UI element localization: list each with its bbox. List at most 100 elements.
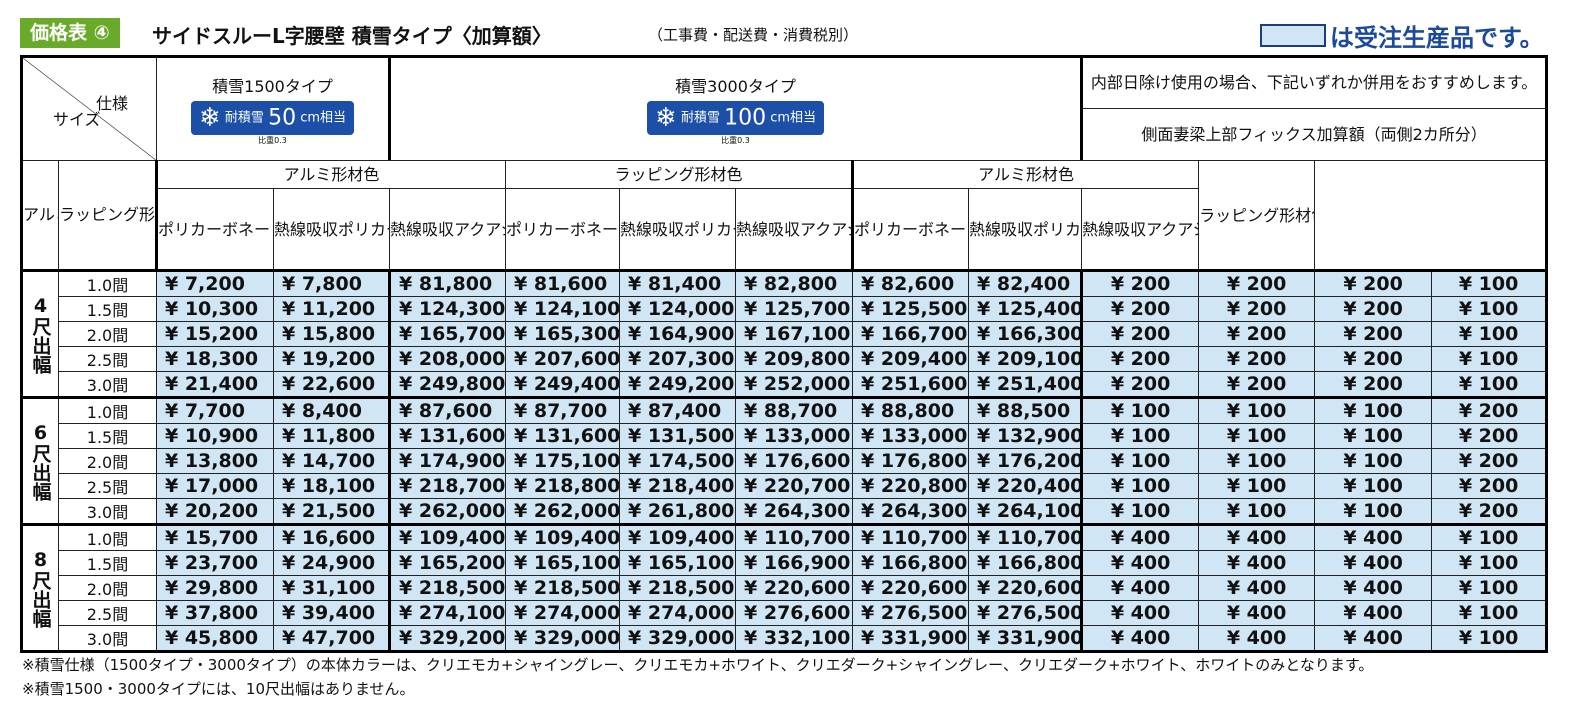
price-cell: ¥ 100 xyxy=(1431,625,1548,652)
price-cell: ¥ 400 xyxy=(1198,600,1316,626)
price-cell: ¥ 261,800 xyxy=(619,498,737,525)
price-cell: ¥ 100 xyxy=(1431,600,1548,626)
price-cell: ¥ 174,900 xyxy=(389,448,507,474)
size-label: 1.5間 xyxy=(58,423,157,449)
price-cell: ¥ 220,800 xyxy=(852,473,970,499)
price-cell: ¥ 251,400 xyxy=(968,371,1084,398)
price-cell: ¥ 331,900 xyxy=(968,625,1084,652)
price-cell: ¥ 39,400 xyxy=(272,600,392,626)
price-cell: ¥ 110,700 xyxy=(852,523,970,551)
col-heat-absorb: 熱線吸収ポリカーボネート使用 xyxy=(619,188,737,271)
snow1500-title: 積雪1500タイプ xyxy=(212,76,333,96)
price-cell: ¥ 276,500 xyxy=(968,600,1084,626)
price-cell: ¥ 200 xyxy=(1198,321,1316,347)
table-row: 1.5間 ¥ 23,700 ¥ 24,900 ¥ 165,200 ¥ 165,100 ¥ … xyxy=(22,550,1548,576)
price-cell: ¥ 15,200 xyxy=(156,321,274,347)
price-cell: ¥ 207,600 xyxy=(505,346,621,372)
price-cell: ¥ 400 xyxy=(1081,523,1200,551)
table-row: 2.5間 ¥ 18,300 ¥ 19,200 ¥ 208,000 ¥ 207,600 ¥ … xyxy=(22,346,1548,372)
price-cell: ¥ 276,500 xyxy=(852,600,970,626)
price-cell: ¥ 88,800 xyxy=(852,396,970,424)
table-row: 3.0間 ¥ 21,400 ¥ 22,600 ¥ 249,800 ¥ 249,400 ¥ … xyxy=(22,371,1548,398)
price-cell: ¥ 131,600 xyxy=(389,423,507,449)
density-note: 比重0.3 xyxy=(721,135,750,145)
size-label: 1.5間 xyxy=(58,550,157,576)
price-cell: ¥ 132,900 xyxy=(968,423,1084,449)
col-aqua: 熱線吸収アクアシャインポリカーボネート使用 xyxy=(389,188,507,271)
legend-swatch xyxy=(1260,24,1326,47)
price-cell: ¥ 176,200 xyxy=(968,448,1084,474)
col-polycarbonate: ポリカーボネート（クリア／クリアマット）使用 xyxy=(156,188,274,271)
price-cell: ¥ 200 xyxy=(1198,371,1316,398)
price-cell: ¥ 100 xyxy=(1198,448,1316,474)
price-cell: ¥ 249,800 xyxy=(389,371,507,398)
price-cell: ¥ 124,000 xyxy=(619,296,737,322)
snowflake-icon: ❄ xyxy=(655,102,677,133)
price-cell: ¥ 100 xyxy=(1081,396,1200,424)
price-cell: ¥ 400 xyxy=(1198,523,1316,551)
price-cell: ¥ 124,100 xyxy=(505,296,621,322)
price-cell: ¥ 100 xyxy=(1314,473,1433,499)
table-row: 2.5間 ¥ 17,000 ¥ 18,100 ¥ 218,700 ¥ 218,800 ¥ … xyxy=(22,473,1548,499)
price-cell: ¥ 13,800 xyxy=(156,448,274,474)
price-cell: ¥ 100 xyxy=(1431,321,1548,347)
price-cell: ¥ 124,300 xyxy=(389,296,507,322)
price-cell: ¥ 167,100 xyxy=(735,321,854,347)
price-cell: ¥ 218,800 xyxy=(505,473,621,499)
price-cell: ¥ 22,600 xyxy=(272,371,392,398)
col-alumi-1500: アルミ形材色 xyxy=(21,160,59,271)
price-cell: ¥ 45,800 xyxy=(156,625,274,652)
col-wrap-side: ラッピング形材色使用加算額（面材共通） xyxy=(1198,160,1316,271)
price-cell: ¥ 21,500 xyxy=(272,498,392,525)
price-cell: ¥ 165,100 xyxy=(505,550,621,576)
price-cell: ¥ 264,300 xyxy=(852,498,970,525)
size-label: 3.0間 xyxy=(58,625,157,652)
col-wrap-1500: ラッピング形材色 xyxy=(58,160,158,271)
price-cell: ¥ 166,900 xyxy=(735,550,854,576)
table-row: 1.5間 ¥ 10,300 ¥ 11,200 ¥ 124,300 ¥ 124,100 ¥ … xyxy=(22,296,1548,322)
price-cell: ¥ 332,100 xyxy=(735,625,854,652)
price-cell: ¥ 200 xyxy=(1198,269,1316,297)
price-cell: ¥ 100 xyxy=(1081,473,1200,499)
price-cell: ¥ 20,200 xyxy=(156,498,274,525)
price-cell: ¥ 23,700 xyxy=(156,550,274,576)
price-cell: ¥ 274,100 xyxy=(389,600,507,626)
price-cell: ¥ 10,300 xyxy=(156,296,274,322)
price-cell: ¥ 100 xyxy=(1314,423,1433,449)
size-label: 2.5間 xyxy=(58,346,157,372)
col-alumi-side: アルミ形材色 xyxy=(852,160,1200,189)
snowflake-icon: ❄ xyxy=(198,102,221,133)
price-cell: ¥ 110,700 xyxy=(968,523,1084,551)
price-cell: ¥ 400 xyxy=(1314,523,1433,551)
price-cell: ¥ 200 xyxy=(1431,423,1548,449)
price-cell: ¥ 100 xyxy=(1081,448,1200,474)
price-cell: ¥ 400 xyxy=(1198,575,1316,601)
price-cell: ¥ 264,300 xyxy=(735,498,854,525)
price-cell: ¥ 100 xyxy=(1314,396,1433,424)
price-cell: ¥ 165,200 xyxy=(389,550,507,576)
price-cell: ¥ 82,400 xyxy=(968,269,1084,297)
price-cell: ¥ 29,800 xyxy=(156,575,274,601)
price-cell: ¥ 125,500 xyxy=(852,296,970,322)
table-row: 6尺出幅 1.0間 ¥ 7,700 ¥ 8,400 ¥ 87,600 ¥ 87,700 ¥ … xyxy=(21,396,1548,525)
size-label: 1.0間 xyxy=(58,269,157,297)
price-cell: ¥ 100 xyxy=(1314,498,1433,525)
table-row: 4尺出幅 1.0間 ¥ 7,200 ¥ 7,800 ¥ 81,800 ¥ 81,600 ¥ … xyxy=(21,269,1548,398)
price-cell: ¥ 200 xyxy=(1081,269,1200,297)
snow-badge-top: 耐積雪 xyxy=(224,110,264,125)
price-cell: ¥ 24,900 xyxy=(272,550,392,576)
snow-badge-unit: cm相当 xyxy=(300,110,347,125)
price-cell: ¥ 19,200 xyxy=(272,346,392,372)
price-cell: ¥ 218,500 xyxy=(389,575,507,601)
price-cell: ¥ 165,100 xyxy=(619,550,737,576)
price-cell: ¥ 218,700 xyxy=(389,473,507,499)
snow-load-badge-1500: ❄ 耐積雪 50 cm相当 xyxy=(190,100,355,135)
price-cell: ¥ 200 xyxy=(1431,448,1548,474)
price-cell: ¥ 249,200 xyxy=(619,371,737,398)
price-cell: ¥ 175,100 xyxy=(505,448,621,474)
col-polycarbonate: ポリカーボネート（クリア／クリアマット）使用 xyxy=(505,188,621,271)
price-cell: ¥ 166,800 xyxy=(852,550,970,576)
price-cell: ¥ 262,000 xyxy=(505,498,621,525)
price-cell: ¥ 133,000 xyxy=(852,423,970,449)
price-cell: ¥ 200 xyxy=(1198,346,1316,372)
